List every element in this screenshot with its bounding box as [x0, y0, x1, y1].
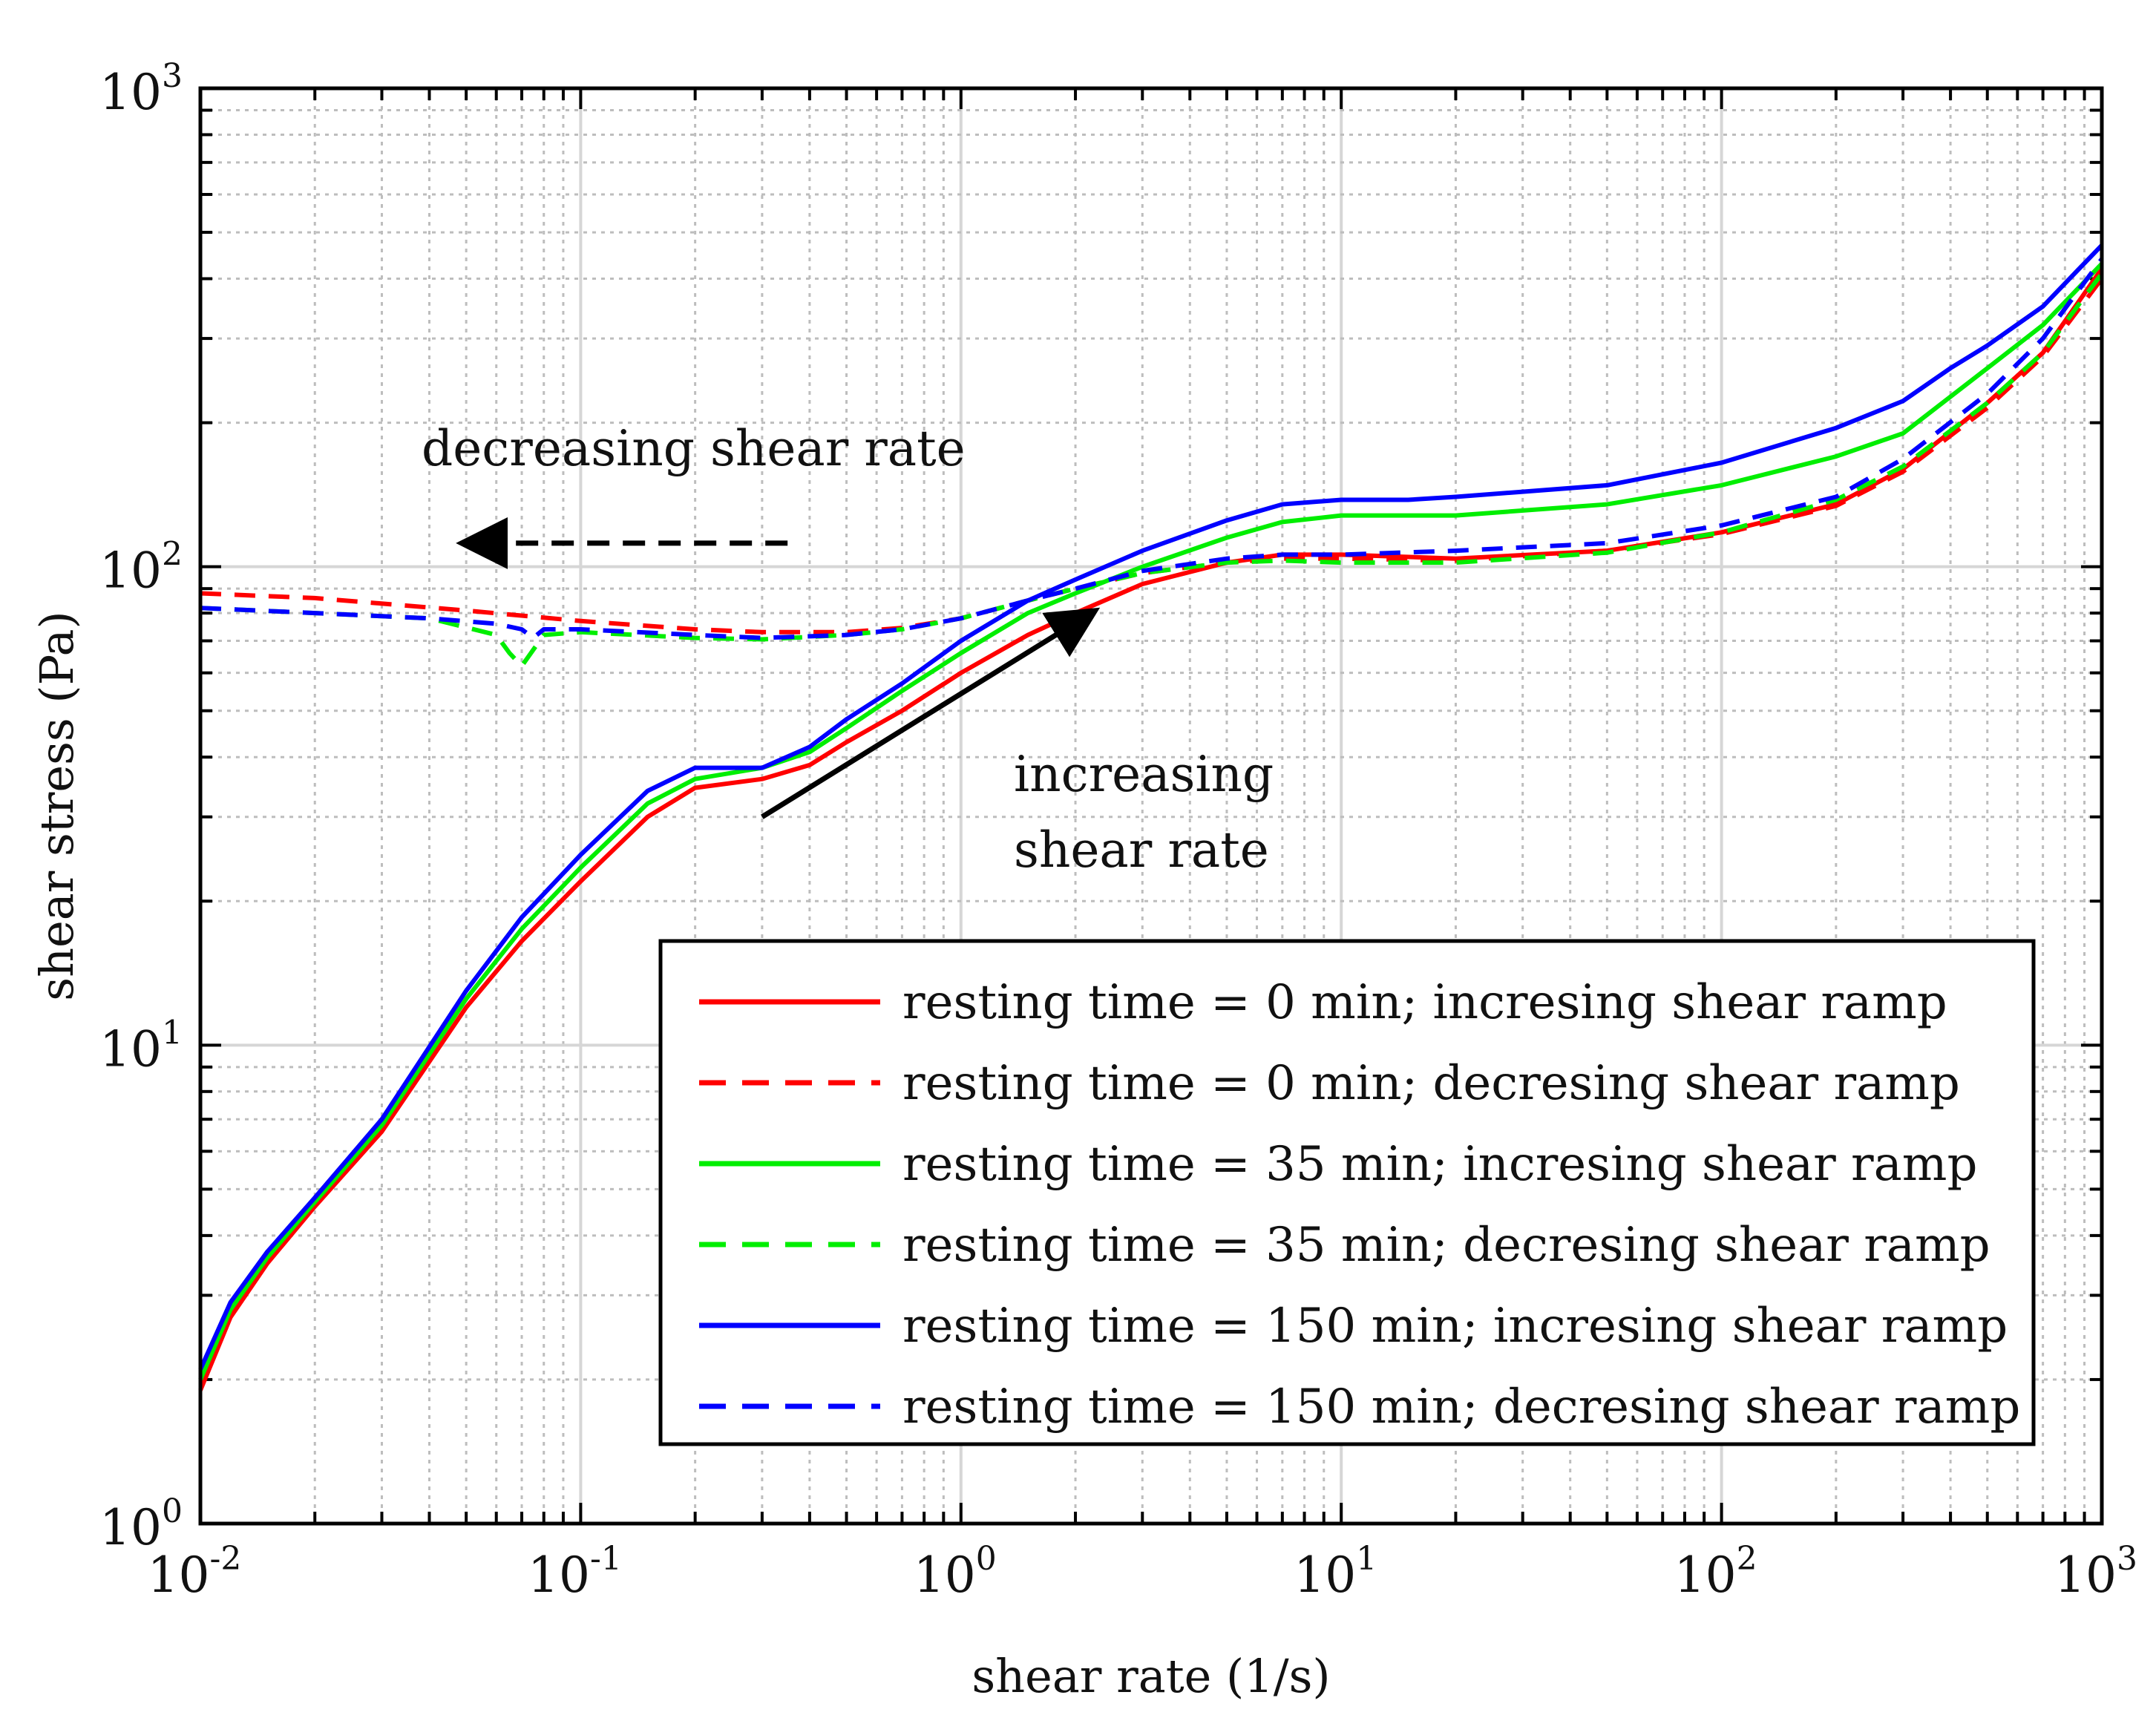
- x-tick-label: 100: [914, 1540, 997, 1604]
- tick-labels: 10-2 10-1 100 101 102 103 100 101 102 103: [99, 57, 2137, 1604]
- legend-entry-label: resting time = 35 min; incresing shear r…: [902, 1137, 1977, 1192]
- legend: resting time = 0 min; incresing shear ra…: [658, 939, 2036, 1446]
- series-line-1: [200, 277, 2104, 635]
- x-tick-label: 103: [2054, 1540, 2137, 1604]
- y-tick-label: 101: [99, 1014, 183, 1078]
- y-tick-label: 100: [99, 1492, 183, 1556]
- series-line-2: [198, 262, 2104, 1381]
- annotations: decreasing shear rate increasing shear r…: [422, 420, 1274, 879]
- x-tick-label: 10-1: [528, 1540, 622, 1604]
- annotation-decreasing-text: decreasing shear rate: [422, 420, 966, 477]
- legend-entry-label: resting time = 150 min; decresing shear …: [902, 1380, 2020, 1435]
- legend-entry-label: resting time = 35 min; decresing shear r…: [902, 1218, 1990, 1273]
- increasing-arrow: [761, 607, 1101, 819]
- legend-entry-label: resting time = 0 min; incresing shear ra…: [902, 975, 1947, 1030]
- legend-entry-label: resting time = 0 min; decresing shear ra…: [902, 1056, 1960, 1111]
- x-tick-label: 101: [1294, 1540, 1377, 1604]
- x-tick-label: 10-2: [148, 1540, 242, 1604]
- x-tick-label: 102: [1674, 1540, 1757, 1604]
- legend-entry-label: resting time = 150 min; incresing shear …: [902, 1299, 2008, 1354]
- annotation-increasing-line2: shear rate: [1014, 822, 1269, 879]
- y-tick-label: 102: [99, 536, 183, 600]
- legend-box: [658, 939, 2036, 1446]
- series-layer: [198, 243, 2104, 1391]
- series-line-4: [198, 243, 2104, 1371]
- y-axis-label: shear stress (Pa): [30, 611, 84, 1000]
- y-tick-label: 103: [99, 57, 183, 121]
- plot-frame: [198, 86, 2104, 1526]
- annotation-increasing-line1: increasing: [1014, 746, 1274, 803]
- x-axis-label: shear rate (1/s): [971, 1649, 1330, 1703]
- series-line-5: [200, 258, 2104, 640]
